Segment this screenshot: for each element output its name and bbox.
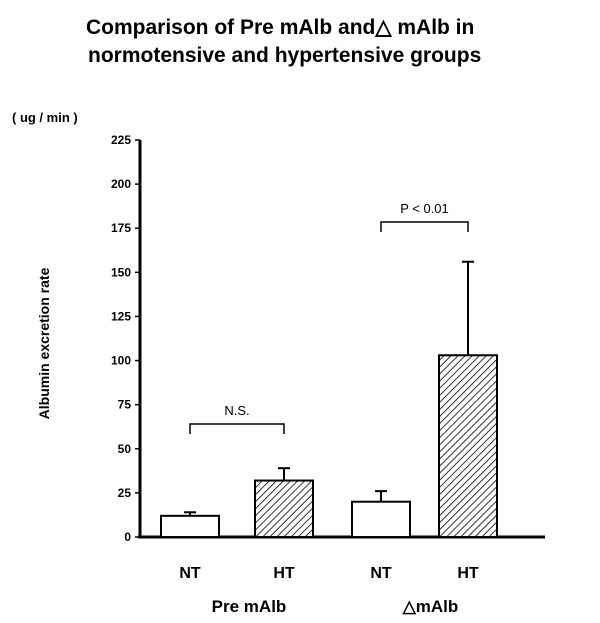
y-tick-label-25: 25: [118, 486, 132, 500]
significance-bracket-0: [189, 423, 285, 434]
y-tick-label-50: 50: [118, 442, 132, 456]
category-label-1-1: HT: [457, 565, 479, 582]
significance-bracket-1: [380, 221, 469, 232]
chart-title-line-2: normotensive and hypertensive groups: [88, 44, 482, 67]
category-label-0-0: NT: [179, 565, 201, 582]
y-tick-label-125: 125: [111, 309, 131, 323]
y-tick-label-200: 200: [111, 177, 131, 191]
y-axis-label: Albumin excretion rate: [36, 267, 52, 419]
category-label-0-1: HT: [273, 565, 295, 582]
y-tick-label-150: 150: [111, 265, 131, 279]
group-label-1: △mAlb: [402, 597, 459, 616]
significance-label-1: P < 0.01: [400, 201, 449, 216]
category-label-1-0: NT: [370, 565, 392, 582]
bar-1-nt: [351, 500, 411, 539]
y-tick-label-75: 75: [118, 398, 132, 412]
y-tick-label-175: 175: [111, 221, 131, 235]
y-tick-label-100: 100: [111, 354, 131, 368]
bar-1-ht: [438, 354, 498, 538]
y-tick-label-0: 0: [124, 530, 131, 544]
chart-title: Comparison of Pre mAlb and△ mAlb in norm…: [60, 14, 600, 70]
significance-label-0: N.S.: [224, 403, 249, 418]
bar-0-nt: [160, 514, 220, 538]
y-tick-label-225: 225: [111, 133, 131, 147]
chart-title-line-1: Comparison of Pre mAlb and△ mAlb in: [86, 16, 475, 39]
group-label-0: Pre mAlb: [212, 597, 287, 616]
y-axis-unit: ( ug / min ): [12, 110, 78, 125]
bar-0-ht: [254, 479, 314, 539]
